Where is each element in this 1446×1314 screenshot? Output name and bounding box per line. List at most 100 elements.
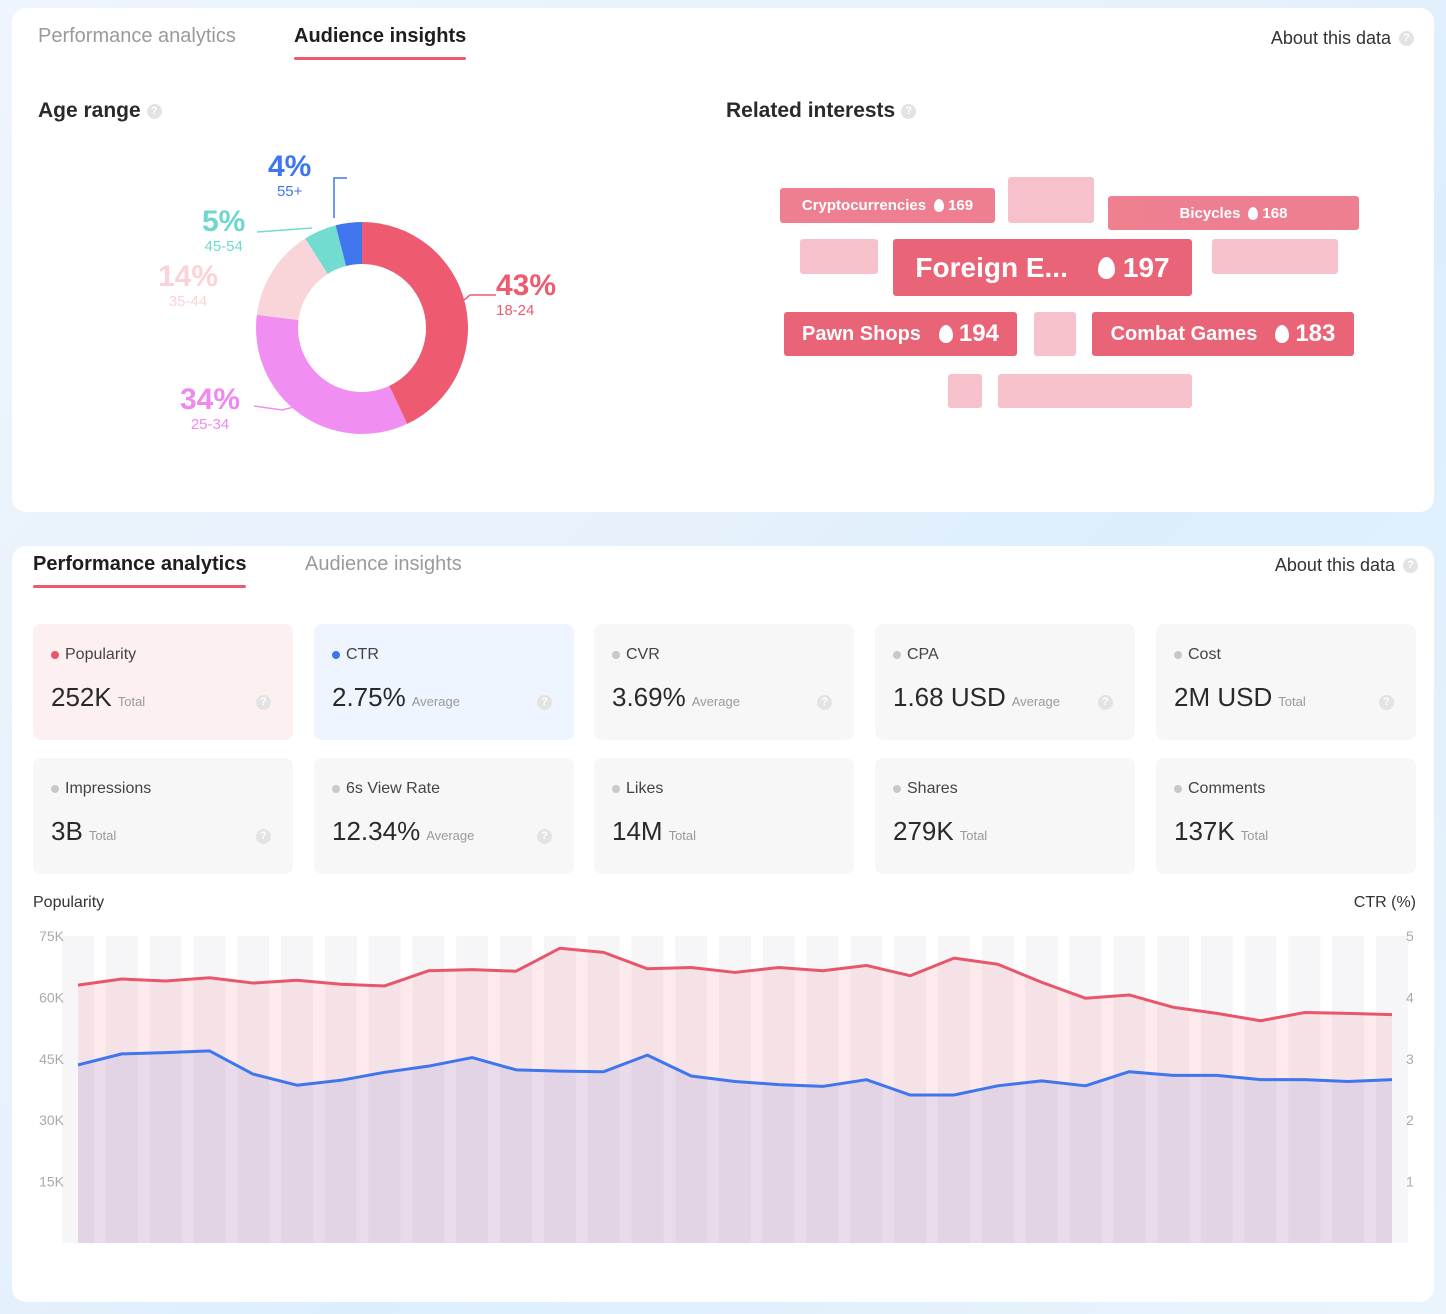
tab-audience-insights[interactable]: Audience insights xyxy=(305,553,462,575)
day-column xyxy=(193,936,226,1243)
about-this-data-link[interactable]: About this data ? xyxy=(1275,555,1418,576)
y-left-tick: 15K xyxy=(39,1174,65,1190)
help-icon[interactable]: ? xyxy=(256,829,271,844)
help-icon[interactable]: ? xyxy=(817,695,832,710)
metric-value-text: 12.34% xyxy=(332,816,421,846)
interest-heat: 194 xyxy=(938,320,999,348)
interest-tag-cryptocurrencies[interactable]: Cryptocurrencies 169 xyxy=(780,188,995,223)
metric-label-text: Comments xyxy=(1188,780,1266,797)
metric-value: 2M USD Total xyxy=(1174,682,1306,713)
y-right-tick: 3 xyxy=(1406,1051,1414,1067)
slice-pct: 14% xyxy=(158,260,219,293)
series-dot-icon xyxy=(612,785,620,793)
leader-line-25-34 xyxy=(253,405,299,411)
interest-label: Cryptocurrencies xyxy=(801,197,927,214)
age-range-title-text: Age range xyxy=(38,99,141,122)
metric-card-impressions[interactable]: Impressions 3B Total ? xyxy=(33,758,293,874)
y-right-tick: 2 xyxy=(1406,1112,1414,1128)
tab-label: Performance analytics xyxy=(33,553,247,575)
right-axis-title: CTR (%) xyxy=(1353,894,1416,911)
metric-card-likes[interactable]: Likes 14M Total xyxy=(594,758,854,874)
metric-label-text: 6s View Rate xyxy=(346,780,440,797)
day-column xyxy=(456,936,489,1243)
metric-kind: Average xyxy=(411,694,460,709)
day-column xyxy=(719,936,751,1243)
tab-performance-analytics[interactable]: Performance analytics xyxy=(33,553,247,588)
day-column xyxy=(850,936,883,1243)
y-right-tick: 1 xyxy=(1406,1174,1414,1190)
day-column xyxy=(631,936,664,1243)
donut-label-35-44: 14% 35-44 xyxy=(158,261,218,311)
donut-slice-55plus[interactable] xyxy=(335,222,362,267)
active-tab-indicator xyxy=(294,57,467,60)
series-dot-icon xyxy=(332,651,340,659)
interest-tag-pawn-shops[interactable]: Pawn Shops 194 xyxy=(784,312,1017,356)
interest-heat: 197 xyxy=(1097,251,1170,284)
popularity-line[interactable] xyxy=(77,946,1393,1023)
donut-slice-35-44[interactable] xyxy=(256,238,328,320)
related-interests-title: Related interests ? xyxy=(726,99,917,123)
leader-line-45-54 xyxy=(256,227,313,233)
series-dot-icon xyxy=(893,785,901,793)
metric-label: CVR xyxy=(612,646,660,664)
help-icon[interactable]: ? xyxy=(901,103,917,119)
interest-heat: 183 xyxy=(1275,320,1335,348)
help-icon[interactable]: ? xyxy=(537,829,552,844)
donut-slice-45-54[interactable] xyxy=(305,225,347,274)
help-icon[interactable]: ? xyxy=(1098,695,1113,710)
donut-label-25-34: 34% 25-34 xyxy=(180,384,240,434)
day-column xyxy=(62,936,94,1243)
metric-card-ctr[interactable]: CTR 2.75% Average ? xyxy=(314,624,574,740)
interest-count: 197 xyxy=(1122,251,1170,283)
tab-audience-insights[interactable]: Audience insights xyxy=(294,25,467,60)
help-icon[interactable]: ? xyxy=(1379,695,1394,710)
metric-label: Shares xyxy=(893,780,958,798)
slice-range: 35-44 xyxy=(168,293,208,310)
ctr-line[interactable] xyxy=(77,1049,1393,1097)
interest-tag-combat-games[interactable]: Combat Games 183 xyxy=(1092,312,1354,356)
day-column xyxy=(675,936,708,1243)
donut-slice-18-24[interactable] xyxy=(362,222,469,424)
series-dot-icon xyxy=(1174,651,1182,659)
metric-value-text: 3B xyxy=(51,816,83,846)
metric-card-cost[interactable]: Cost 2M USD Total ? xyxy=(1156,624,1416,740)
flame-icon xyxy=(934,199,945,212)
interest-tag-bicycles[interactable]: Bicycles 168 xyxy=(1108,196,1359,230)
interest-tag-foreign-exchange[interactable]: Foreign E... 197 xyxy=(893,239,1192,296)
help-icon[interactable]: ? xyxy=(537,695,552,710)
help-icon[interactable]: ? xyxy=(146,103,162,119)
metric-value-text: 1.68 USD xyxy=(893,682,1006,712)
tab-performance-analytics[interactable]: Performance analytics xyxy=(38,25,236,47)
help-icon[interactable]: ? xyxy=(256,695,271,710)
interest-placeholder xyxy=(1008,177,1094,223)
about-this-data-link[interactable]: About this data ? xyxy=(1271,28,1414,49)
metric-label: Likes xyxy=(612,780,663,798)
series-dot-icon xyxy=(1174,785,1182,793)
metric-card-6s-view-rate[interactable]: 6s View Rate 12.34% Average ? xyxy=(314,758,574,874)
day-column xyxy=(1157,936,1189,1243)
related-interests-title-text: Related interests xyxy=(726,99,896,122)
slice-range: 18-24 xyxy=(496,302,535,319)
series-dot-icon xyxy=(332,785,340,793)
flame-icon xyxy=(1248,206,1259,220)
metric-kind: Total xyxy=(117,694,146,709)
help-icon[interactable]: ? xyxy=(1403,558,1418,573)
metric-card-comments[interactable]: Comments 137K Total xyxy=(1156,758,1416,874)
day-column xyxy=(938,936,970,1243)
metric-card-shares[interactable]: Shares 279K Total xyxy=(875,758,1135,874)
donut-slice-25-34[interactable] xyxy=(256,314,408,434)
help-icon[interactable]: ? xyxy=(1399,31,1414,46)
metric-card-popularity[interactable]: Popularity 252K Total ? xyxy=(33,624,293,740)
series-dot-icon xyxy=(51,651,59,659)
metric-label-text: CPA xyxy=(907,646,939,663)
metric-value-text: 2M USD xyxy=(1174,682,1273,712)
flame-icon xyxy=(1275,325,1290,343)
performance-analytics-card: Performance analytics Audience insights … xyxy=(12,546,1434,1302)
interest-label: Pawn Shops xyxy=(802,322,921,345)
metric-value-text: 279K xyxy=(893,816,954,846)
day-column xyxy=(543,936,576,1243)
metric-label: CTR xyxy=(332,646,379,664)
slice-pct: 43% xyxy=(496,269,557,302)
metric-card-cvr[interactable]: CVR 3.69% Average ? xyxy=(594,624,854,740)
metric-card-cpa[interactable]: CPA 1.68 USD Average ? xyxy=(875,624,1135,740)
